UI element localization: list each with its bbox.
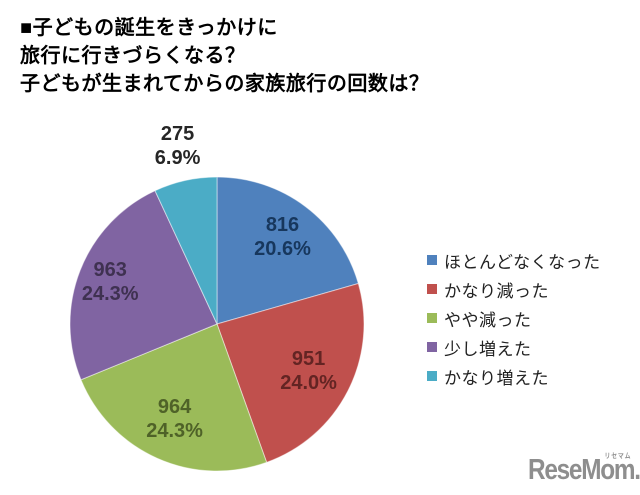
legend-label-2: やや減った [444,310,532,330]
legend-swatch-4 [427,371,437,381]
legend-item-1: かなり減った [427,279,601,301]
legend-item-4: かなり増えた [427,366,601,388]
legend-item-2: やや減った [427,308,601,330]
resemom-logo: リセマム ReseMom. [528,452,640,488]
legend-item-3: 少し増えた [427,337,601,359]
legend-swatch-2 [427,313,437,323]
pie-slice-3 [69,190,218,381]
legend-item-0: ほとんどなくなった [427,250,601,272]
pie-slice-1 [216,282,365,464]
pie-slice-4 [154,176,218,325]
logo-furigana: リセマム [604,453,632,460]
title-line-1: ■子どもの誕生をきっかけに [20,17,278,39]
logo-text: ReseMom. [528,454,640,486]
title-line-3: 子どもが生まれてからの家族旅行の回数は？ [20,73,430,95]
legend-swatch-1 [427,284,437,294]
legend-swatch-0 [427,255,437,265]
legend-swatch-3 [427,342,437,352]
legend-label-4: かなり増えた [444,368,549,388]
legend-label-1: かなり減った [444,281,549,301]
chart-title: ■子どもの誕生をきっかけに 旅行に行きづらくなる？ 子どもが生まれてからの家族旅… [20,14,429,98]
legend: ほとんどなくなった かなり減った やや減った少し増えたかなり増えた [427,250,601,388]
legend-label-0: ほとんどなくなった [444,252,601,272]
title-line-2: 旅行に行きづらくなる？ [20,45,246,67]
legend-label-3: 少し増えた [444,339,532,359]
pie-slice-0 [216,176,359,325]
